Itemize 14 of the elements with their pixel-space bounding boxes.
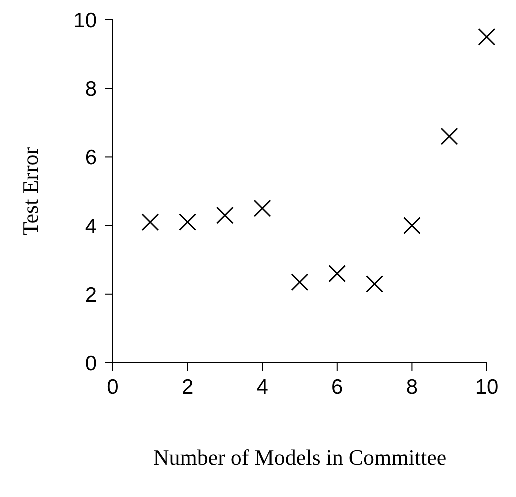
y-tick-label: 4 xyxy=(85,215,98,238)
y-tick-label: 0 xyxy=(85,352,97,376)
y-axis-title: Test Error xyxy=(18,146,43,236)
x-tick-label: 8 xyxy=(406,376,418,399)
x-tick-label: 0 xyxy=(107,376,119,399)
y-tick-label: 10 xyxy=(74,9,97,32)
x-tick-label: 6 xyxy=(332,376,344,399)
x-tick-label: 4 xyxy=(256,376,269,399)
x-axis-title: Number of Models in Committee xyxy=(153,445,447,470)
x-tick-label: 10 xyxy=(475,376,499,399)
y-tick-label: 2 xyxy=(85,284,97,307)
y-tick-label: 8 xyxy=(85,78,97,102)
y-tick-label: 6 xyxy=(85,146,97,170)
x-tick-label: 2 xyxy=(182,376,194,399)
